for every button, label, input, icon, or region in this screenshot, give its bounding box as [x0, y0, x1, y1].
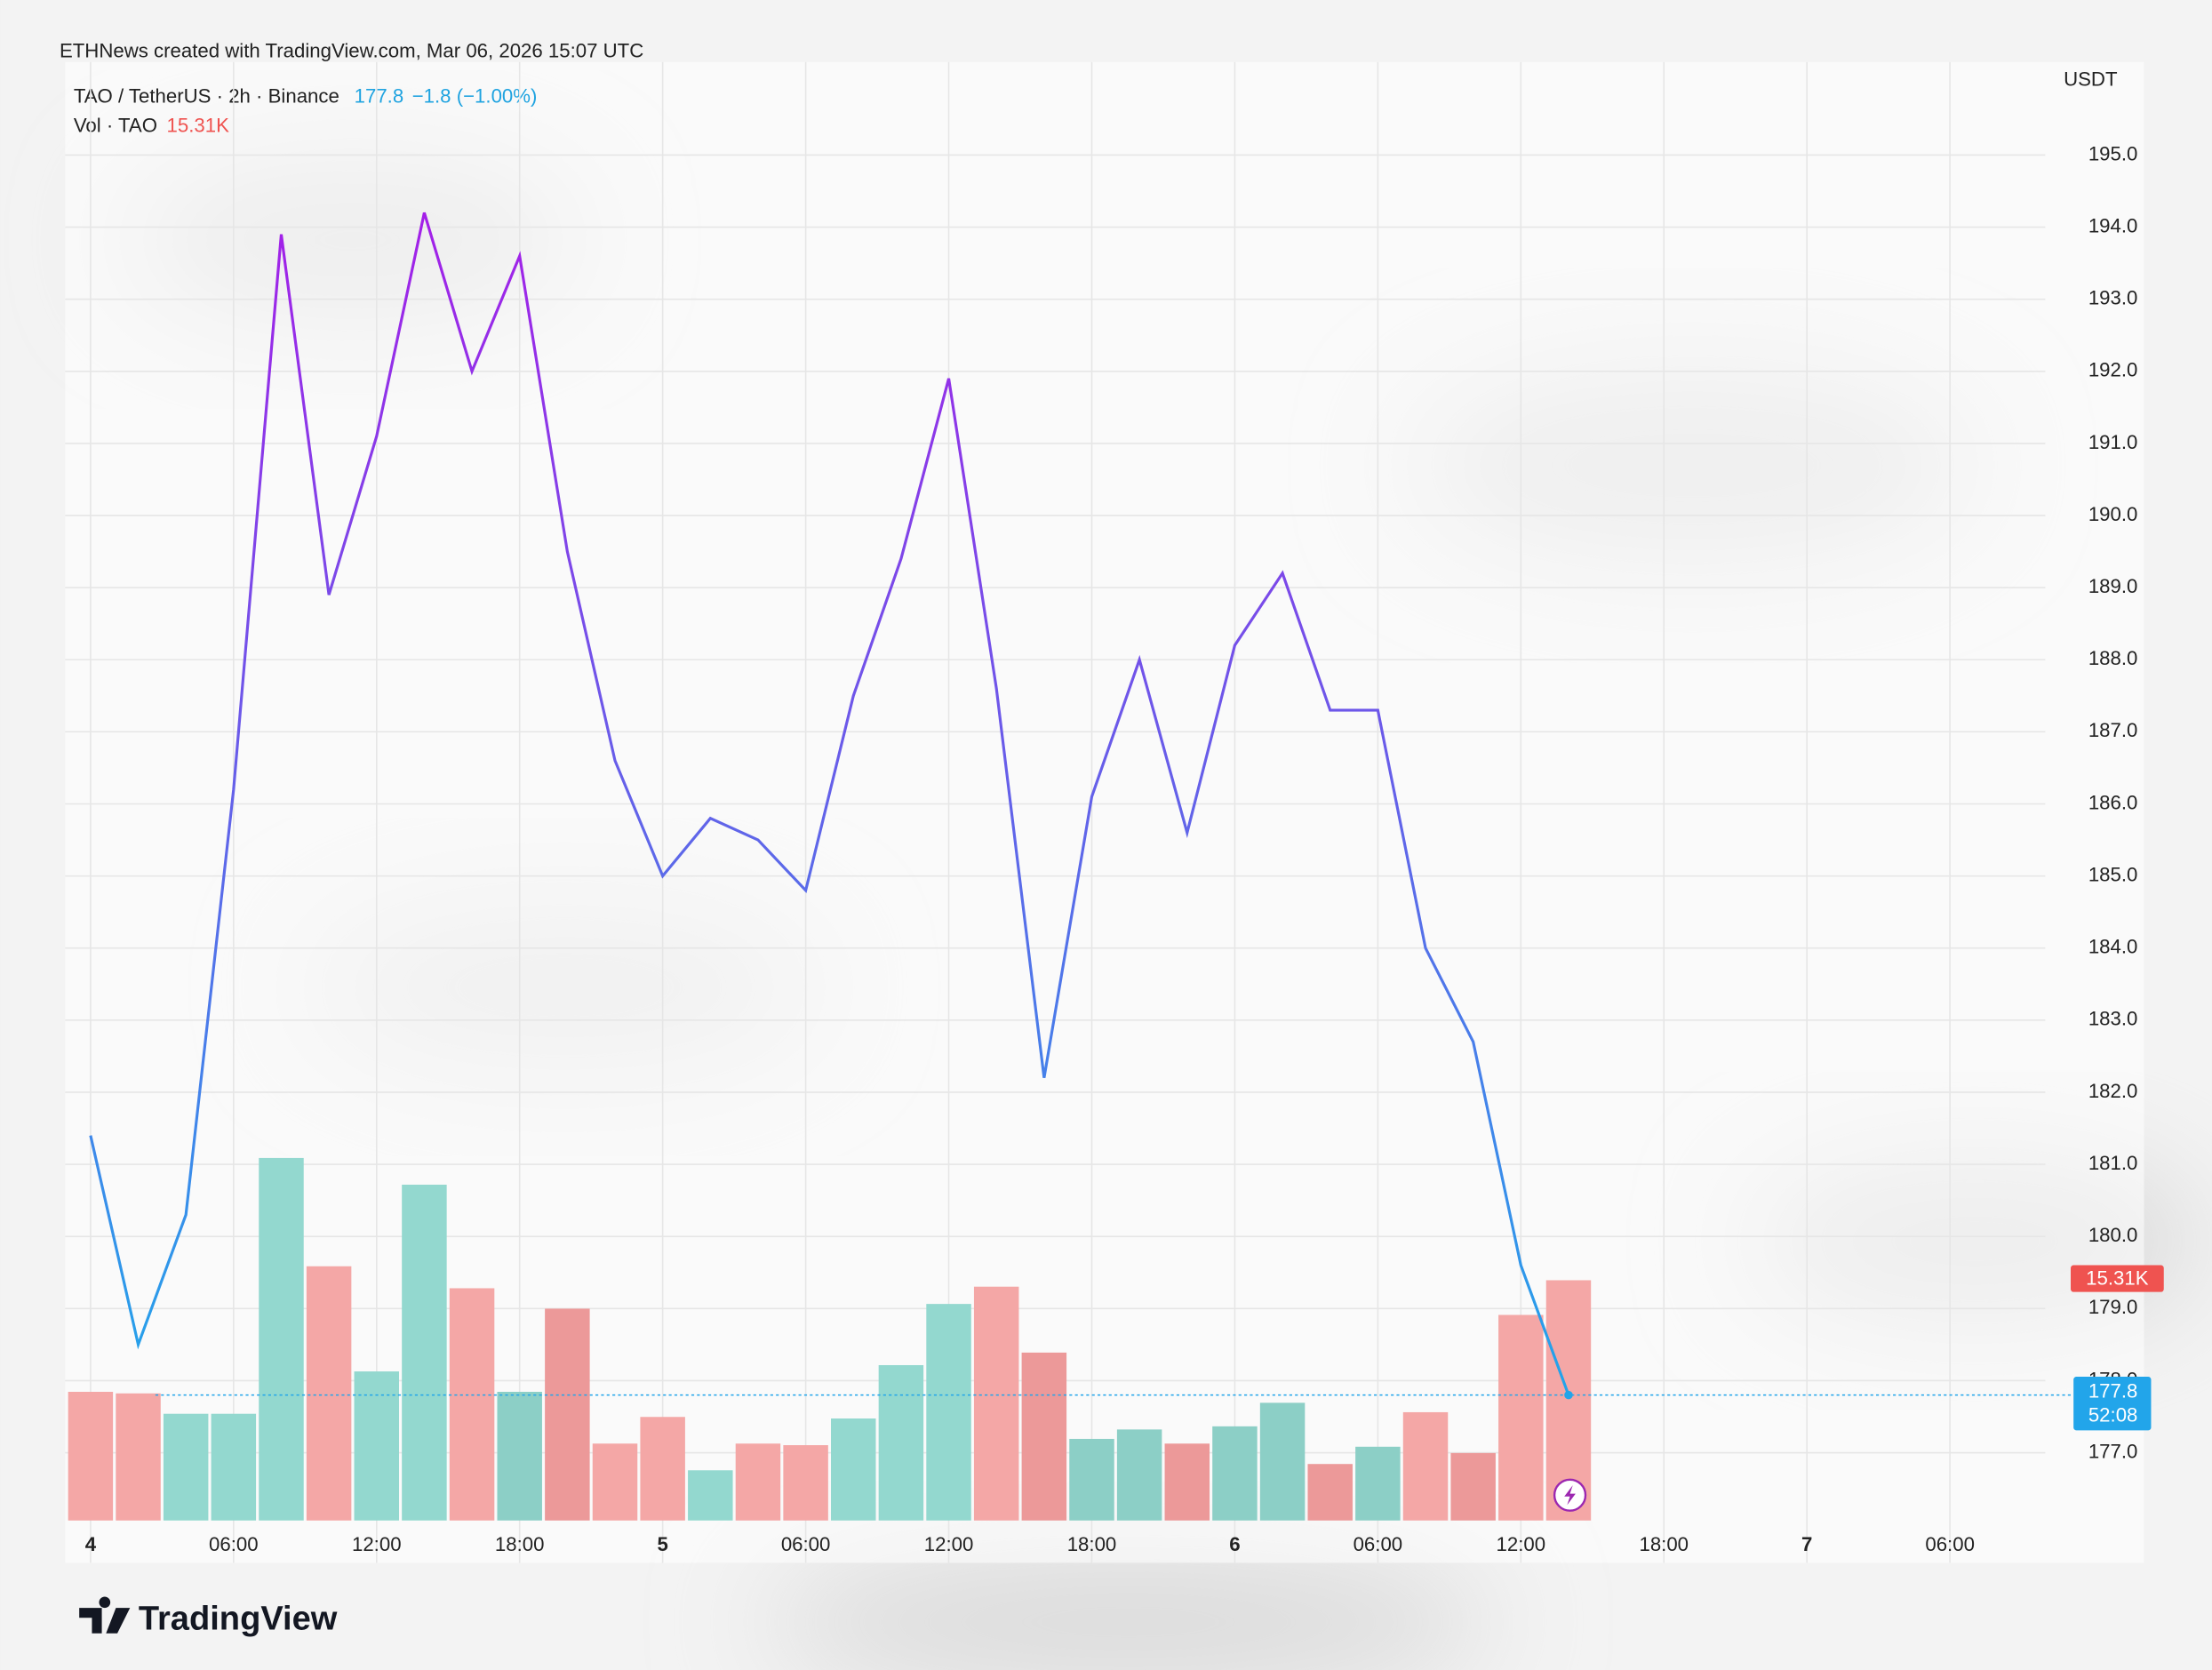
- y-tick-label: 187.0: [2088, 719, 2138, 741]
- x-tick-label: 5: [657, 1533, 667, 1555]
- y-tick-label: 177.0: [2088, 1440, 2138, 1462]
- volume-bar: [1355, 1446, 1401, 1521]
- y-tick-label: 184.0: [2088, 936, 2138, 958]
- countdown: 52:08: [2088, 1403, 2138, 1426]
- volume-bar: [973, 1286, 1019, 1521]
- volume-bar: [116, 1393, 161, 1521]
- volume-bar: [68, 1391, 114, 1521]
- y-tick-label: 179.0: [2088, 1296, 2138, 1318]
- y-tick-label: 183.0: [2088, 1008, 2138, 1030]
- volume-legend: Vol · TAO: [74, 115, 157, 137]
- volume-bar: [1164, 1443, 1210, 1521]
- x-tick-label: 12:00: [352, 1533, 402, 1555]
- volume-bar: [211, 1413, 257, 1521]
- volume-bar: [1116, 1429, 1162, 1521]
- y-tick-label: 193.0: [2088, 287, 2138, 309]
- volume-bar: [640, 1417, 685, 1521]
- x-tick-label: 18:00: [1067, 1533, 1117, 1555]
- volume-badge: [2071, 1265, 2164, 1292]
- volume-bar: [735, 1443, 781, 1521]
- x-tick-label: 12:00: [1497, 1533, 1546, 1555]
- brand: TradingView: [139, 1601, 338, 1638]
- x-tick-label: 18:00: [495, 1533, 545, 1555]
- last-point: [1564, 1390, 1573, 1400]
- volume-bar: [783, 1445, 828, 1521]
- volume-value: 15.31K: [167, 115, 230, 137]
- volume-bar: [449, 1288, 495, 1521]
- event-bolt: [1564, 1485, 1576, 1506]
- volume-bar: [831, 1418, 876, 1521]
- x-tick-label: 06:00: [1354, 1533, 1403, 1555]
- x-tick-label: 4: [85, 1533, 97, 1555]
- x-tick-label: 12:00: [924, 1533, 974, 1555]
- price-badge-label: 177.8: [2088, 1379, 2138, 1402]
- y-tick-label: 185.0: [2088, 863, 2138, 885]
- volume-bar: [306, 1266, 352, 1521]
- volume-bar: [592, 1443, 638, 1521]
- y-tick-label: 195.0: [2088, 142, 2138, 164]
- volume-bar: [878, 1364, 924, 1521]
- x-tick-label: 06:00: [781, 1533, 831, 1555]
- volume-bar: [1069, 1438, 1114, 1521]
- x-tick-label: 06:00: [1925, 1533, 1975, 1555]
- y-tick-label: 182.0: [2088, 1080, 2138, 1102]
- x-tick-label: 6: [1229, 1533, 1240, 1555]
- volume-bar: [1307, 1464, 1353, 1521]
- price-change: −1.8 (−1.00%): [412, 84, 538, 107]
- y-tick-label: 181.0: [2088, 1152, 2138, 1174]
- y-tick-label: 186.0: [2088, 791, 2138, 813]
- x-tick-label: 7: [1801, 1533, 1812, 1555]
- volume-bar: [497, 1391, 542, 1521]
- volume-bar: [1402, 1411, 1449, 1521]
- plot-area: 177.0178.0179.0180.0181.0182.0183.0184.0…: [65, 61, 2164, 1563]
- y-tick-label: 180.0: [2088, 1224, 2138, 1246]
- volume-bar: [1498, 1314, 1544, 1521]
- y-tick-label: 192.0: [2088, 359, 2138, 381]
- volume-bar: [259, 1157, 304, 1521]
- price-badge: [2073, 1377, 2152, 1431]
- volume-bar: [402, 1184, 447, 1521]
- watermark: ETHNews created with TradingView.com, Ma…: [60, 40, 643, 62]
- symbol-legend: TAO / TetherUS · 2h · Binance: [74, 84, 339, 107]
- x-tick-label: 18:00: [1639, 1533, 1689, 1555]
- price-line: [89, 212, 1570, 1396]
- volume-bar: [545, 1308, 590, 1521]
- brand-logo: TradingView: [79, 1596, 338, 1638]
- last-price: 177.8: [355, 84, 404, 107]
- y-tick-label: 188.0: [2088, 647, 2138, 669]
- y-unit: USDT: [2064, 68, 2118, 90]
- volume-badge-label: 15.31K: [2086, 1266, 2149, 1289]
- volume-bar: [926, 1304, 971, 1521]
- volume-bar: [163, 1413, 209, 1521]
- y-tick-label: 194.0: [2088, 214, 2138, 236]
- volume-bar: [354, 1371, 400, 1521]
- volume-bar: [1212, 1426, 1258, 1521]
- volume-bar: [1259, 1402, 1306, 1521]
- volume-bar: [1450, 1452, 1496, 1521]
- y-tick-label: 190.0: [2088, 503, 2138, 525]
- volume-bar: [1021, 1352, 1067, 1521]
- volume-bar: [688, 1470, 733, 1521]
- x-tick-label: 06:00: [209, 1533, 259, 1555]
- y-tick-label: 189.0: [2088, 575, 2138, 597]
- y-tick-label: 191.0: [2088, 431, 2138, 453]
